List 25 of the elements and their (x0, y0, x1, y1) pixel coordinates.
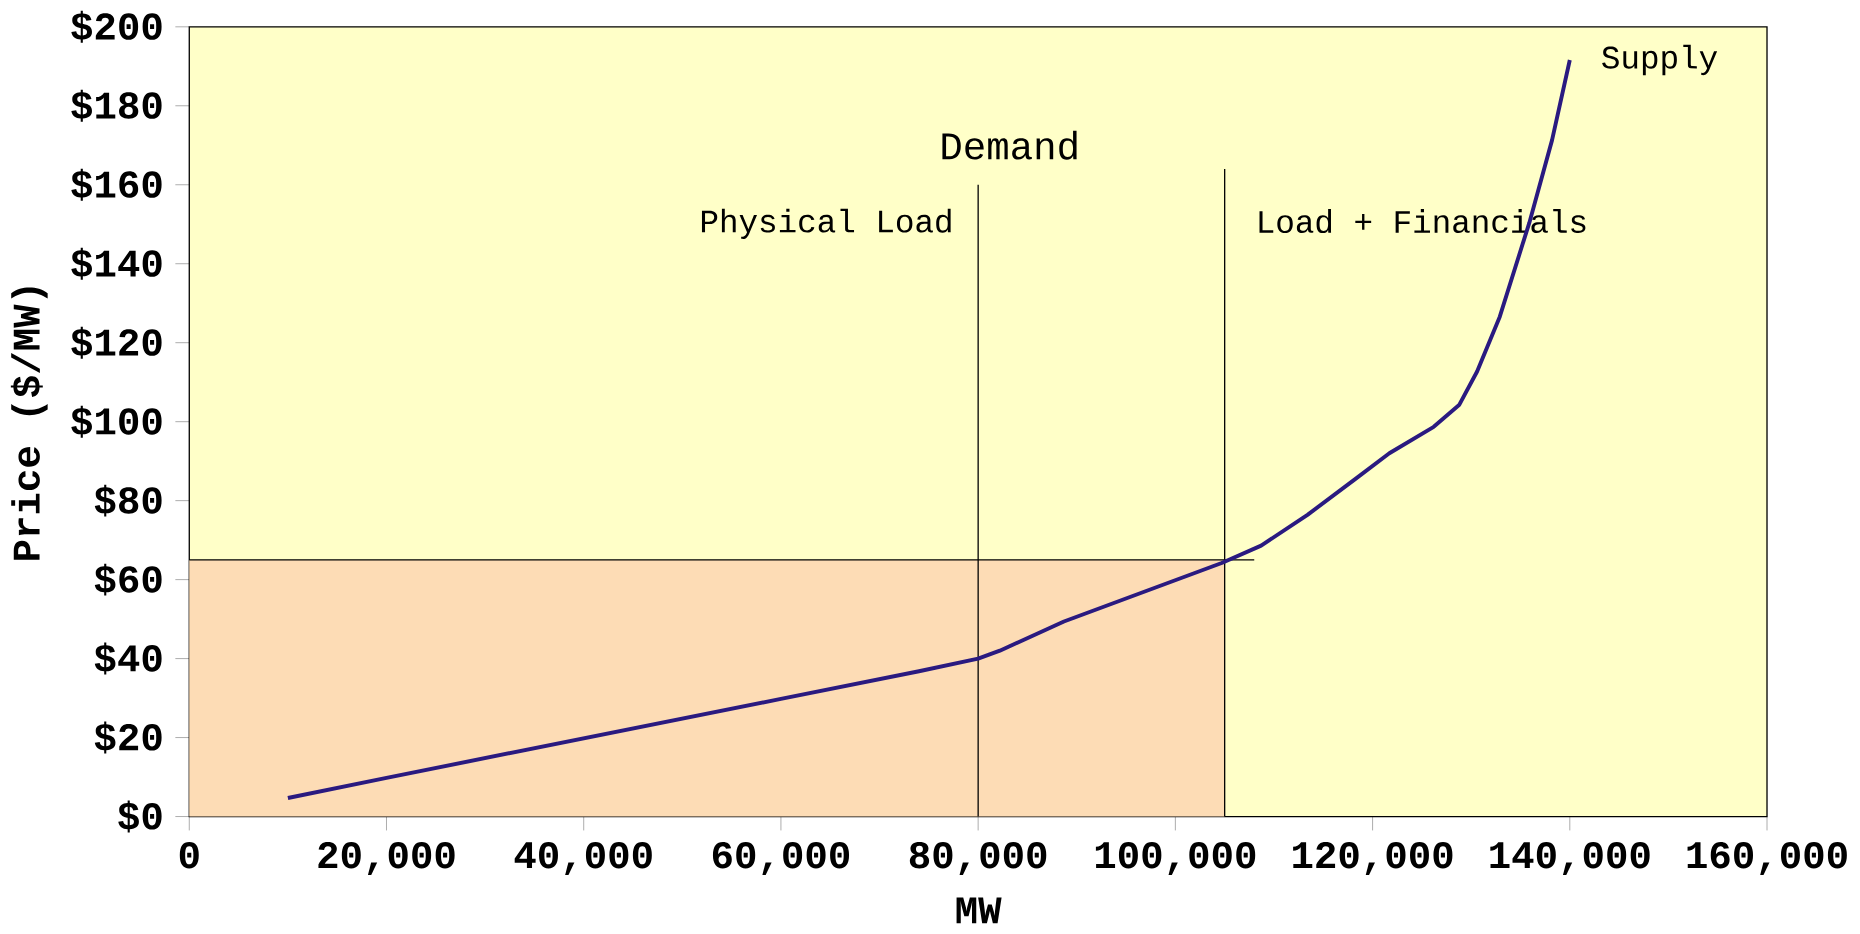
x-tick-label: 160,000 (1687, 841, 1847, 876)
x-axis-title: MW (956, 897, 1002, 924)
annotation: Demand (942, 130, 1077, 160)
x-tick-label: 140,000 (1490, 841, 1650, 876)
y-tick-label: $0 (118, 800, 162, 833)
y-tick-label: $80 (94, 484, 162, 517)
y-tick-label: $180 (71, 89, 162, 122)
y-tick-label: $40 (94, 642, 162, 675)
x-tick-label: 20,000 (318, 841, 455, 876)
x-tick-label: 40,000 (514, 841, 652, 876)
x-tick-label: 100,000 (1095, 841, 1256, 876)
series-label: Supply (1602, 44, 1718, 76)
y-tick-label: $200 (71, 10, 162, 43)
series-label: Physical Load (701, 208, 951, 240)
y-tick-label: $20 (94, 721, 162, 754)
x-tick-label: 60,000 (712, 841, 850, 876)
y-axis-title: Price ($/MW) (10, 287, 48, 560)
y-tick-label: $60 (94, 563, 162, 596)
x-tick-label: 120,000 (1293, 841, 1453, 876)
y-tick-label: $100 (71, 405, 162, 438)
y-tick-label: $120 (71, 326, 162, 359)
x-tick-label: 0 (179, 841, 199, 869)
y-tick-label: $160 (71, 168, 162, 201)
y-tick-label: $140 (71, 247, 162, 280)
x-tick-label: 80,000 (909, 841, 1047, 876)
